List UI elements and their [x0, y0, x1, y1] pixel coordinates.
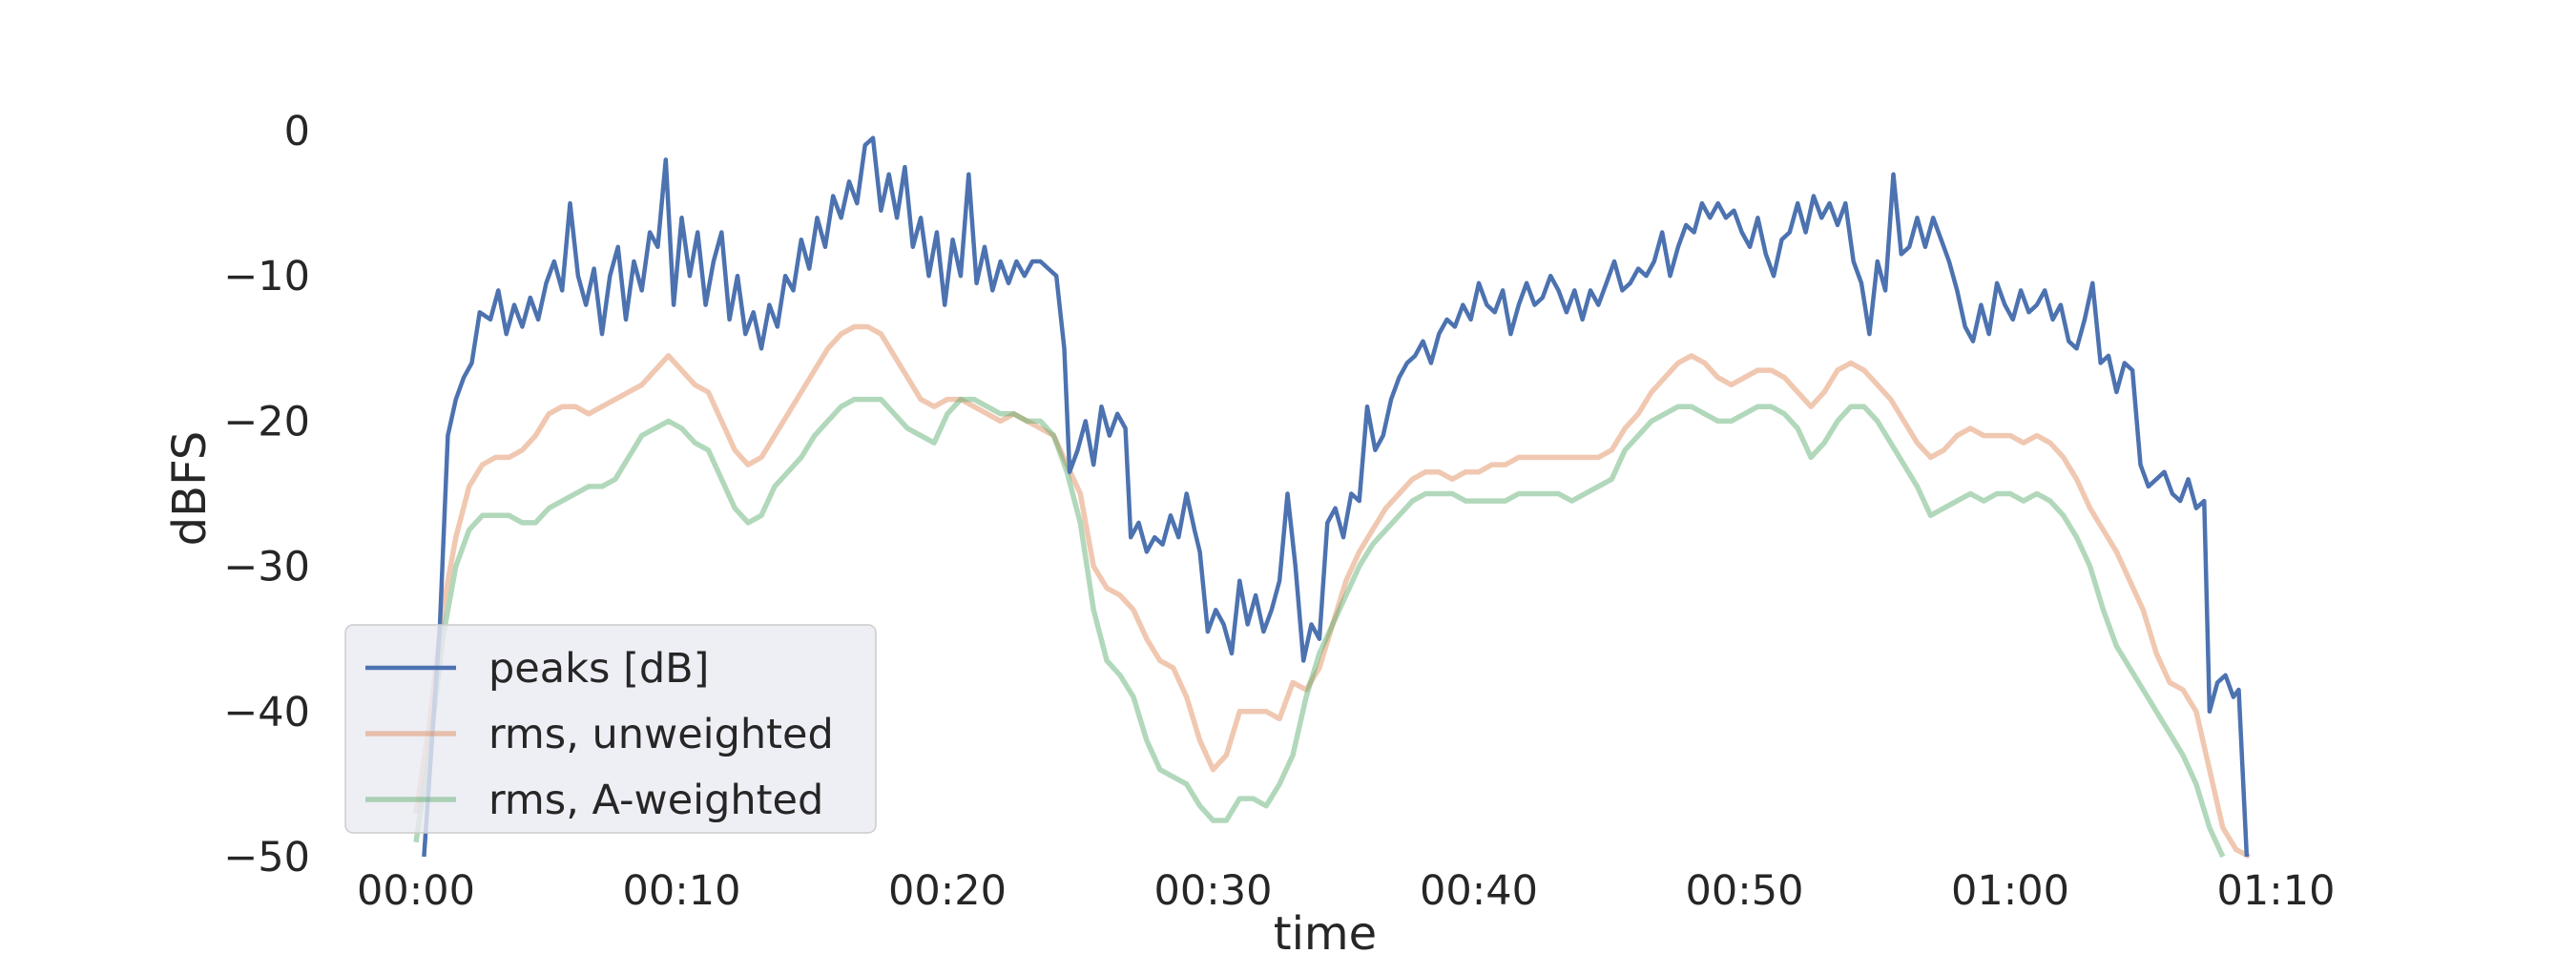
legend-label: rms, A-weighted [488, 777, 823, 824]
x-tick-label: 00:40 [1420, 867, 1538, 915]
y-tick-label: −10 [223, 253, 310, 301]
y-tick-label: −50 [223, 834, 310, 881]
series-line-rms-a-weighted [413, 396, 2226, 859]
y-tick-label: −20 [223, 398, 310, 446]
series-lines [413, 135, 2252, 860]
y-tick-label: −40 [223, 689, 310, 736]
x-tick-label: 00:30 [1154, 867, 1273, 915]
y-axis-label: dBFS [163, 431, 217, 547]
legend: peaks [dB] rms, unweighted rms, A-weighted [344, 624, 877, 834]
legend-box [344, 624, 877, 834]
y-axis-tick-labels: 0 −10 −20 −30 −40 −50 [223, 108, 310, 881]
legend-label: peaks [dB] [488, 645, 709, 693]
y-tick-label: −30 [223, 544, 310, 591]
x-tick-label: 01:00 [1951, 867, 2069, 915]
legend-label: rms, unweighted [488, 711, 834, 758]
x-tick-label: 01:10 [2217, 867, 2336, 915]
y-tick-label: 0 [284, 108, 310, 156]
x-tick-label: 00:10 [623, 867, 741, 915]
x-axis-label: time [1274, 907, 1377, 954]
x-tick-label: 00:00 [357, 867, 475, 915]
x-axis-tick-labels: 00:00 00:10 00:20 00:30 00:40 00:50 01:00 01:10 [357, 867, 2335, 915]
x-tick-label: 00:50 [1686, 867, 1804, 915]
series-line-peaks [422, 135, 2250, 858]
series-line-rms-unweighted [413, 323, 2252, 860]
x-tick-label: 00:20 [888, 867, 1007, 915]
